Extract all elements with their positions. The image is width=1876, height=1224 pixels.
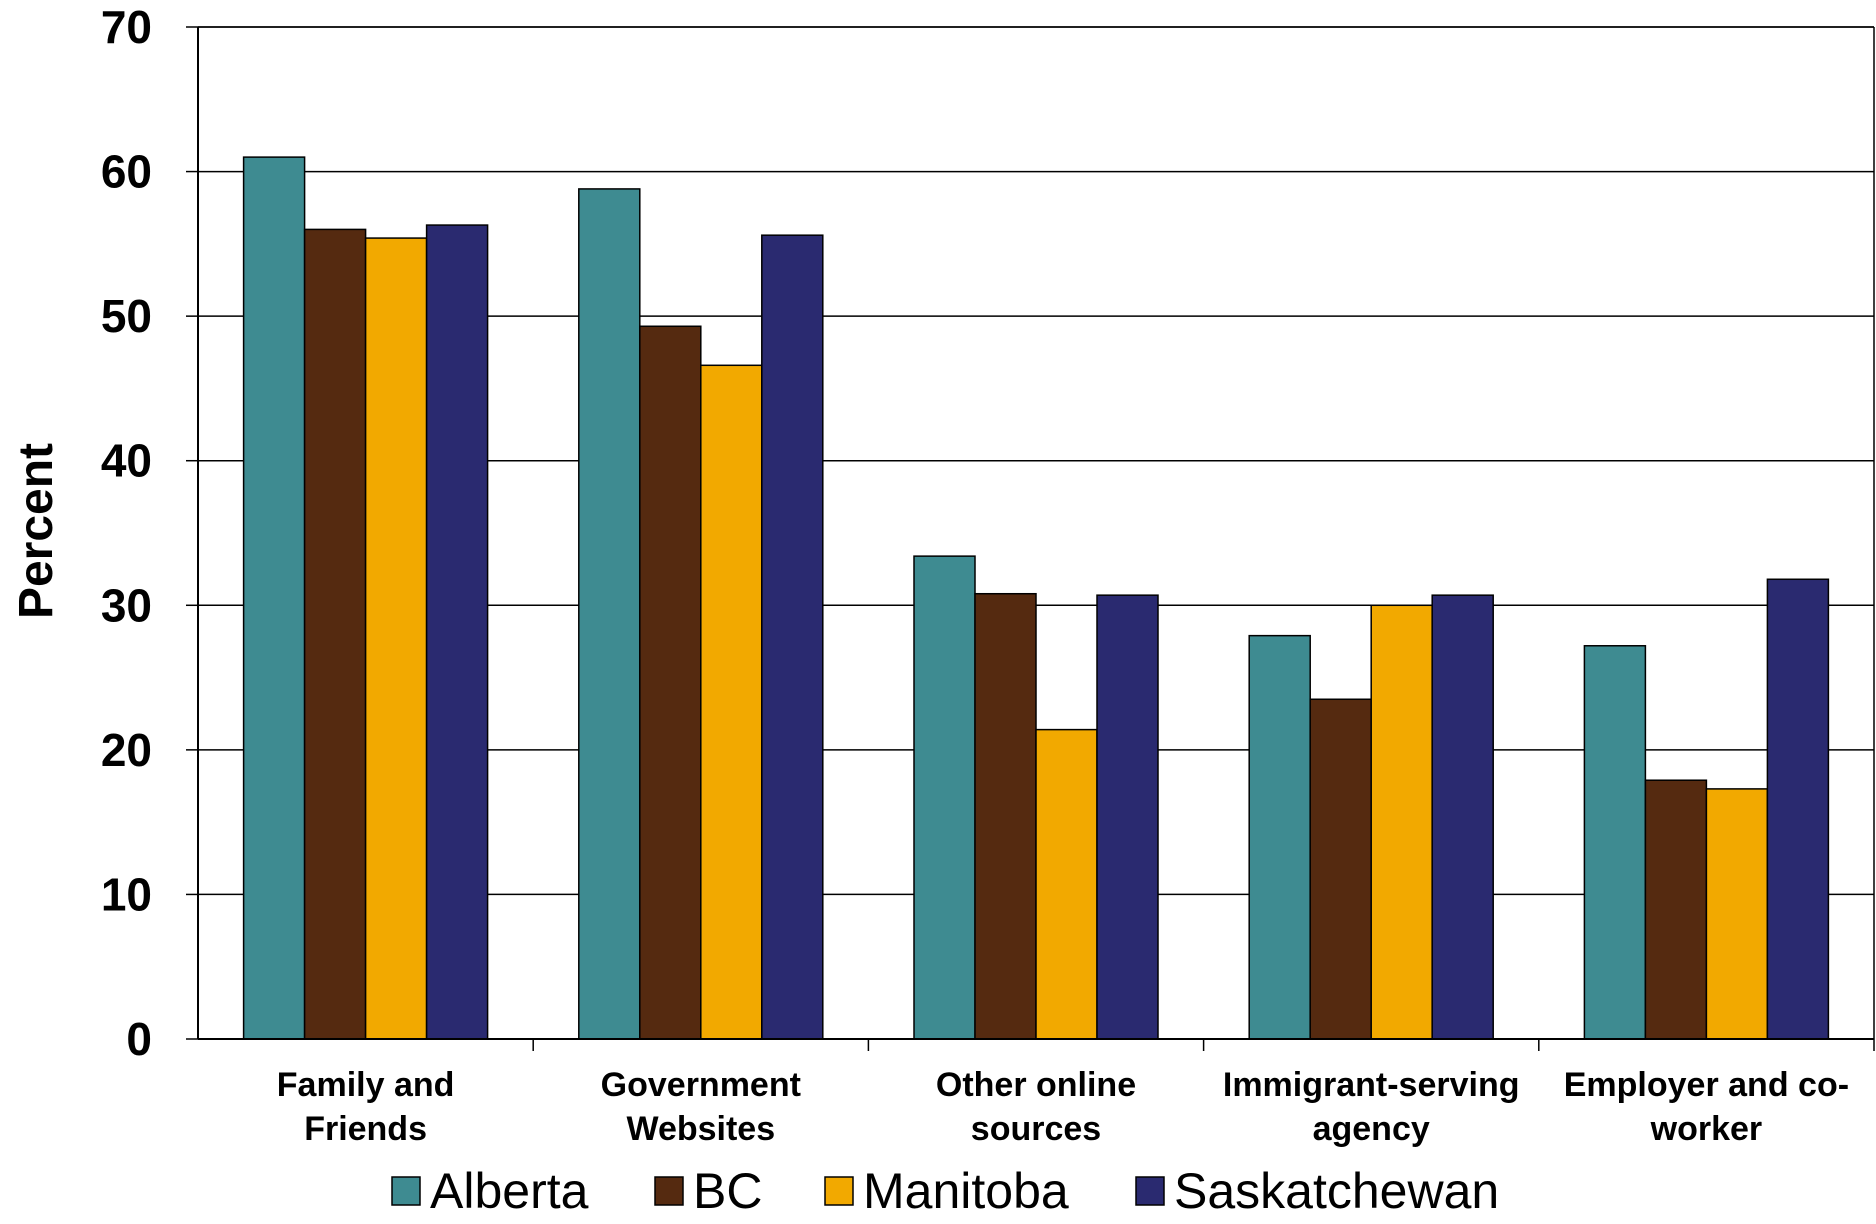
axes (186, 26, 1875, 1051)
legend-swatch-saskatchewan (1135, 1176, 1165, 1206)
x-category-label: worker (1650, 1110, 1763, 1148)
bar-bc-1 (639, 325, 702, 1040)
bar-saskatchewan-2 (1096, 594, 1159, 1040)
y-tick-label: 70 (101, 1, 152, 53)
bar-saskatchewan-3 (1431, 594, 1494, 1040)
legend-swatch-manitoba (824, 1176, 854, 1206)
legend-label-alberta: Alberta (430, 1163, 589, 1219)
y-tick-label: 60 (101, 146, 152, 198)
x-category-label: Friends (304, 1110, 427, 1148)
bar-manitoba-2 (1035, 728, 1098, 1040)
x-category-label: Family and (277, 1066, 455, 1104)
y-tick-label: 20 (101, 724, 152, 776)
bar-alberta-3 (1248, 634, 1311, 1040)
bar-manitoba-0 (364, 237, 428, 1040)
bar-saskatchewan-0 (425, 224, 489, 1040)
y-tick-label: 10 (101, 868, 152, 920)
bar-bc-3 (1309, 698, 1372, 1040)
bar-alberta-1 (578, 188, 641, 1040)
bar-manitoba-1 (700, 364, 763, 1040)
bar-manitoba-4 (1705, 788, 1769, 1040)
legend: Alberta BC Manitoba Saskatchewan (391, 1163, 1499, 1219)
y-tick-label: 40 (101, 435, 152, 487)
bar-saskatchewan-1 (761, 234, 824, 1040)
y-axis-title: Percent (10, 443, 63, 619)
x-category-label: agency (1313, 1110, 1430, 1148)
legend-swatch-bc (654, 1176, 684, 1206)
x-category-label: Websites (626, 1110, 775, 1148)
bar-bc-2 (974, 592, 1037, 1040)
bar-saskatchewan-4 (1766, 578, 1830, 1040)
x-category-label: Employer and co- (1564, 1066, 1849, 1104)
x-category-label: Government (601, 1066, 801, 1104)
y-tick-labels: 0 10 20 30 40 50 60 70 (101, 1, 152, 1065)
legend-swatch-alberta (391, 1176, 421, 1206)
x-category-label: Immigrant-serving (1223, 1066, 1520, 1104)
bars (242, 156, 1830, 1040)
y-tick-label: 0 (126, 1013, 152, 1065)
y-tick-label: 30 (101, 579, 152, 631)
bar-manitoba-3 (1370, 604, 1433, 1040)
bar-alberta-0 (242, 156, 306, 1040)
legend-label-manitoba: Manitoba (863, 1163, 1069, 1219)
bar-bc-4 (1644, 779, 1708, 1040)
legend-label-saskatchewan: Saskatchewan (1174, 1163, 1499, 1219)
x-category-label: Other online (936, 1066, 1136, 1104)
bar-alberta-2 (913, 555, 976, 1040)
x-category-labels: Family and Friends Government Websites Other… (277, 1066, 1849, 1148)
y-tick-label: 50 (101, 290, 152, 342)
bar-bc-0 (303, 228, 367, 1040)
legend-label-bc: BC (693, 1163, 762, 1219)
bar-alberta-4 (1583, 645, 1647, 1040)
x-category-label: sources (971, 1110, 1101, 1148)
